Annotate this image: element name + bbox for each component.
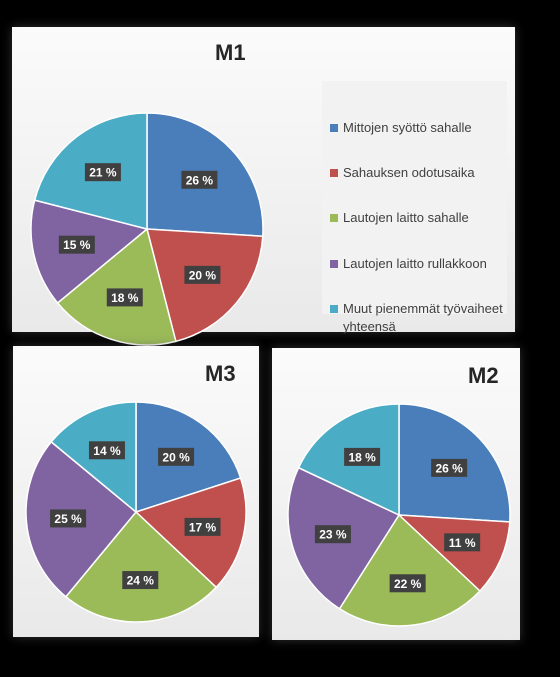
data-label-text-m2-0: 26 % bbox=[435, 461, 463, 475]
data-label-box-m3-3 bbox=[50, 509, 87, 528]
data-label-text-m2-1: 11 % bbox=[449, 536, 476, 550]
data-label-m3-2: 24 % bbox=[122, 571, 159, 590]
legend-label: Lautojen laitto sahalle bbox=[343, 210, 469, 225]
chart-title-m3: M3 bbox=[205, 361, 236, 386]
chart-panel-m2: M2 26 % 11 % 22 % 23 % 18 % bbox=[272, 348, 520, 640]
data-label-text-m1-1: 20 % bbox=[189, 268, 217, 282]
legend-swatch-green bbox=[330, 214, 338, 222]
data-label-m3-1: 17 % bbox=[184, 517, 221, 536]
legend-label: Mittojen syöttö sahalle bbox=[343, 120, 472, 135]
legend: Mittojen syöttö sahalle Sahauksen odotus… bbox=[322, 81, 507, 334]
data-label-box-m1-3 bbox=[58, 235, 95, 254]
legend-swatch-purple bbox=[330, 260, 338, 268]
data-label-box-m1-1 bbox=[184, 265, 221, 284]
data-label-m1-3: 15 % bbox=[58, 235, 95, 254]
legend-label: Muut pienemmät työvaiheet yhteensä bbox=[343, 301, 503, 334]
legend-item-lautojen-rullakkoon: Lautojen laitto rullakkoon bbox=[330, 255, 503, 273]
pie-chart-m2: 26 % 11 % 22 % 23 % 18 % bbox=[287, 403, 511, 627]
legend-swatch-red bbox=[330, 169, 338, 177]
data-label-box-m2-1 bbox=[444, 533, 481, 552]
data-label-text-m2-2: 22 % bbox=[394, 577, 422, 591]
data-label-m3-0: 20 % bbox=[158, 447, 195, 466]
pie-slice-m1-1 bbox=[146, 228, 264, 343]
data-label-text-m2-3: 23 % bbox=[319, 528, 347, 542]
legend-swatch-blue bbox=[330, 124, 338, 132]
data-label-box-m2-4 bbox=[344, 447, 381, 466]
data-label-box-m2-2 bbox=[389, 574, 426, 593]
data-label-text-m3-4: 14 % bbox=[93, 444, 121, 458]
data-label-box-m1-4 bbox=[84, 163, 121, 182]
data-label-m3-4: 14 % bbox=[88, 441, 125, 460]
legend-item-lautojen-sahalle: Lautojen laitto sahalle bbox=[330, 209, 503, 227]
data-label-text-m3-2: 24 % bbox=[127, 574, 155, 588]
data-label-m2-0: 26 % bbox=[431, 458, 468, 477]
data-label-box-m2-0 bbox=[431, 458, 468, 477]
legend-swatch-teal bbox=[330, 305, 338, 313]
data-label-m3-3: 25 % bbox=[50, 509, 87, 528]
data-label-text-m3-1: 17 % bbox=[189, 520, 217, 534]
data-label-box-m1-2 bbox=[106, 288, 143, 307]
chart-title-m2: M2 bbox=[468, 363, 499, 388]
pie-slice-m2-2 bbox=[338, 513, 481, 627]
data-label-text-m3-3: 25 % bbox=[54, 512, 82, 526]
legend-label: Lautojen laitto rullakkoon bbox=[343, 256, 487, 271]
pie-slice-m1-2 bbox=[56, 227, 177, 346]
pie-slice-m2-1 bbox=[396, 514, 511, 593]
data-label-box-m1-0 bbox=[181, 170, 218, 189]
data-label-box-m3-4 bbox=[88, 441, 125, 460]
pie-chart-m3: 20 % 17 % 24 % 25 % 14 % bbox=[25, 401, 247, 623]
chart-title-m1: M1 bbox=[215, 40, 246, 65]
legend-item-sahauksen: Sahauksen odotusaika bbox=[330, 164, 503, 182]
data-label-box-m3-2 bbox=[122, 571, 159, 590]
pie-chart-m1: 26 % 20 % 18 % 15 % 21 % bbox=[30, 112, 264, 346]
legend-label: Sahauksen odotusaika bbox=[343, 165, 475, 180]
data-label-m1-4: 21 % bbox=[84, 163, 121, 182]
data-label-text-m1-2: 18 % bbox=[111, 291, 139, 305]
data-label-text-m1-3: 15 % bbox=[63, 238, 91, 252]
pie-slice-m3-2 bbox=[64, 510, 218, 623]
legend-item-mittojen: Mittojen syöttö sahalle bbox=[330, 119, 503, 137]
data-label-box-m3-1 bbox=[184, 517, 221, 536]
data-label-box-m3-0 bbox=[158, 447, 195, 466]
data-label-box-m2-3 bbox=[314, 525, 351, 544]
data-label-m2-4: 18 % bbox=[344, 447, 381, 466]
data-label-text-m3-0: 20 % bbox=[162, 450, 190, 464]
data-label-m2-3: 23 % bbox=[314, 525, 351, 544]
data-label-text-m1-0: 26 % bbox=[186, 173, 214, 187]
data-label-text-m2-4: 18 % bbox=[348, 450, 376, 464]
data-label-m1-1: 20 % bbox=[184, 265, 221, 284]
data-label-m2-1: 11 % bbox=[444, 533, 481, 552]
data-label-m1-0: 26 % bbox=[181, 170, 218, 189]
chart-panel-m3: M3 20 % 17 % 24 % 25 % 14 % bbox=[13, 346, 259, 637]
data-label-m2-2: 22 % bbox=[389, 574, 426, 593]
chart-panel-m1: M1 26 % 20 % 18 % 15 % 21 % Mittojen syöttö … bbox=[12, 27, 515, 346]
legend-item-muut: Muut pienemmät työvaiheet yhteensä bbox=[330, 300, 503, 336]
data-label-m1-2: 18 % bbox=[106, 288, 143, 307]
data-label-text-m1-4: 21 % bbox=[89, 166, 117, 180]
